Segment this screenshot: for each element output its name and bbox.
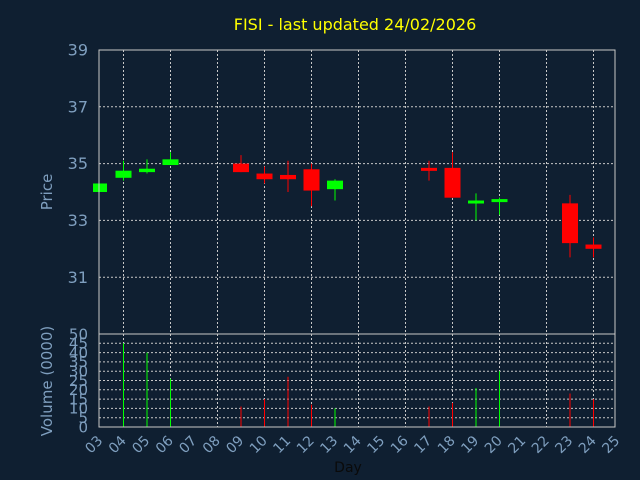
volume-tick-label: 30: [69, 362, 88, 380]
volume-tick-label: 50: [69, 325, 88, 343]
candle-body: [139, 168, 155, 173]
price-tick-label: 31: [68, 268, 88, 287]
candle-body: [468, 200, 484, 204]
candle-body: [162, 159, 179, 166]
candles: [93, 152, 602, 258]
candle-body: [491, 199, 508, 203]
chart-title: FISI - last updated 24/02/2026: [234, 15, 477, 34]
candle-body: [421, 167, 437, 171]
volume-panel-frame: [98, 333, 616, 428]
volume-tick-label: 40: [69, 344, 88, 362]
candle-body: [93, 183, 107, 192]
volume-bars: [123, 343, 594, 427]
candle-body: [444, 167, 461, 198]
volume-tick-label: 10: [69, 400, 88, 418]
price-grid: [99, 50, 615, 334]
x-axis-label: Day: [334, 460, 362, 476]
price-tick-label: 39: [68, 41, 88, 60]
volume-grid: [99, 334, 615, 427]
volume-tick-label: 25: [69, 372, 88, 390]
volume-tick-label: 5: [78, 409, 88, 427]
volume-tick-label: 20: [69, 381, 88, 399]
price-axis-label: Price: [38, 174, 56, 211]
volume-tick-label: 45: [69, 335, 88, 353]
candle-body: [256, 173, 273, 180]
volume-axis-label: Volume (0000): [38, 326, 56, 436]
candle-body: [303, 169, 320, 191]
price-tick-label: 35: [68, 154, 88, 173]
volume-tick-label: 0: [78, 418, 88, 436]
candle-body: [280, 174, 296, 180]
candle-body: [327, 180, 343, 190]
volume-tick-label: 15: [69, 390, 88, 408]
volume-tick-label: 35: [69, 353, 88, 371]
price-y-axis: 31 33 35 37 39: [68, 41, 88, 287]
price-tick-label: 37: [68, 97, 88, 116]
candle-body: [115, 170, 132, 178]
candle-body: [562, 203, 578, 244]
candle-body: [233, 163, 249, 173]
candle-body: [585, 244, 602, 249]
price-panel: 31 33 35 37 39 Price: [38, 41, 616, 335]
price-tick-label: 33: [68, 211, 88, 230]
x-axis: 03 04 05 06 07 08 09 10 11 12 13 14 15 16 17 18 19 20 21 22…: [82, 433, 623, 457]
